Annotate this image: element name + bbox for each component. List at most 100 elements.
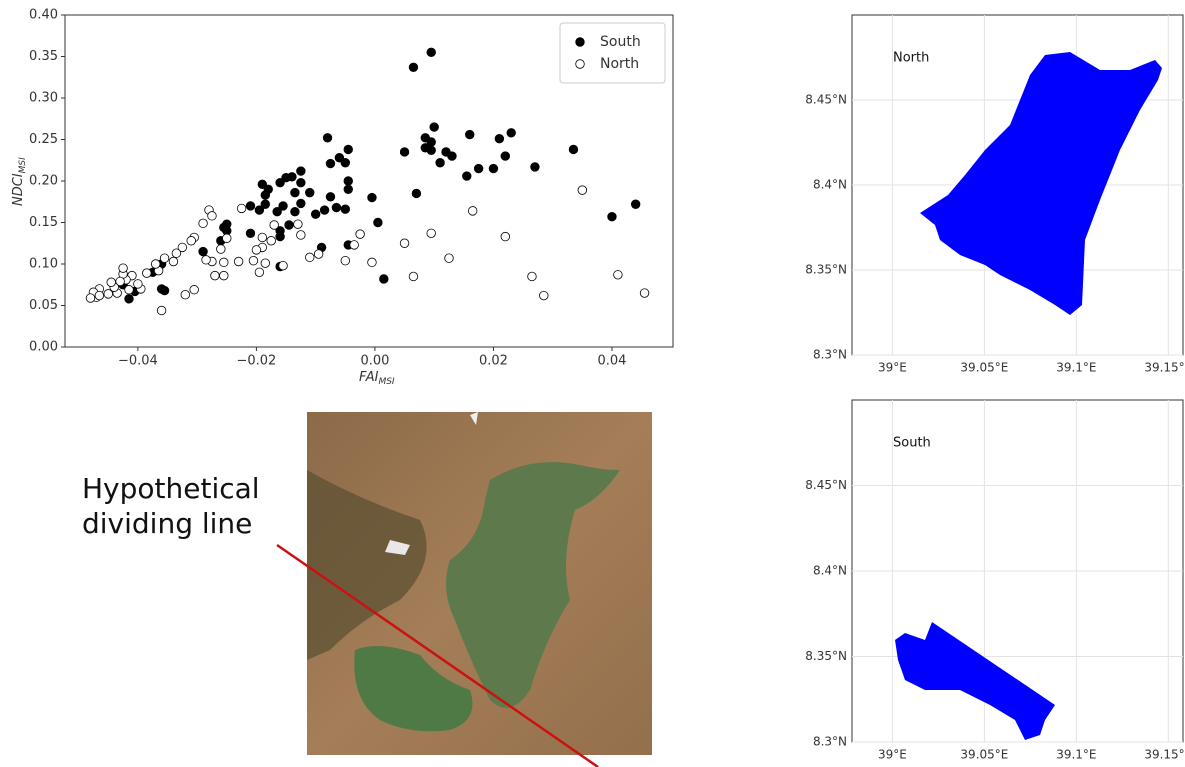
point [462,171,472,181]
y-tick-label: 0.35 [29,49,58,64]
x-tick-label: 0.00 [360,354,389,369]
point [340,255,350,266]
point [408,271,419,282]
point [219,257,229,268]
point [257,179,268,190]
point [568,144,579,155]
point [251,245,262,255]
point [411,188,422,199]
point [296,198,306,209]
point [275,226,285,236]
point [159,253,170,263]
y-tick-label: 0.25 [29,132,58,147]
point [248,255,259,266]
point [426,145,436,155]
point [198,246,208,257]
point [447,151,457,161]
point [488,163,499,174]
point [325,158,336,169]
point [340,204,350,214]
point [180,290,190,300]
point [210,270,220,281]
point [94,290,105,301]
point [198,218,208,229]
point [426,47,436,58]
point [219,270,229,281]
lake-mask-north [920,52,1162,315]
point [343,144,353,155]
point [468,206,478,216]
point [284,220,294,230]
point [325,192,336,202]
point [334,153,345,163]
x-tick-label: 39.05°E [960,748,1008,762]
y-axis-label-sub: MSI [18,157,28,173]
point [355,229,365,239]
y-tick-label: 8.4°N [813,178,847,192]
y-tick-label: 8.35°N [805,649,847,663]
x-tick-label: 39.1°E [1056,748,1096,762]
point [106,277,116,287]
point [305,252,315,263]
point [367,192,377,203]
point [613,270,623,280]
point [331,202,342,213]
x-tick-label: 39.05°E [960,361,1008,375]
x-tick-label: 39.1°E [1056,361,1096,375]
x-tick-label: 39°E [878,361,907,375]
point [269,220,279,230]
y-axis-label: NDCIMSI [11,157,28,206]
point [142,268,152,278]
point [435,158,445,168]
y-axis-label-main: NDCI [11,173,26,206]
point [103,289,113,299]
y-tick-label: 0.10 [29,257,58,272]
point [494,133,505,144]
x-tick-label: 39.15°E [1144,748,1185,762]
legend-marker [575,37,585,47]
point [527,271,537,282]
legend-box [559,22,666,84]
point [124,294,134,304]
point [426,228,436,238]
y-tick-label: 0.00 [29,340,58,355]
point [373,217,383,228]
point [266,236,276,246]
point [296,177,306,188]
point [290,187,300,198]
legend-label: South [600,34,641,50]
point [310,209,321,219]
point [296,166,306,176]
point [201,255,211,265]
point [275,177,285,188]
point [296,230,306,240]
x-axis-label: FAIMSI [359,370,395,387]
point [236,203,247,214]
point [408,62,419,72]
legend-label: North [600,56,639,72]
point [577,185,588,195]
point [500,151,510,161]
y-tick-label: 0.15 [29,215,58,230]
point [168,256,179,267]
point [254,267,265,278]
annotation: Hypothetical [82,472,260,505]
point [150,259,161,269]
legend-marker [575,59,585,69]
point [219,222,229,233]
map-label: North [893,51,929,66]
point [177,242,188,253]
x-tick-label: 0.02 [479,354,508,369]
point [245,228,256,238]
point [399,147,410,157]
point [293,219,303,229]
lake-mask-south [895,622,1055,740]
point [254,205,265,215]
point [349,240,359,250]
point [506,128,516,138]
point [278,201,288,211]
point [156,305,167,316]
point [260,258,270,268]
point [367,257,377,268]
